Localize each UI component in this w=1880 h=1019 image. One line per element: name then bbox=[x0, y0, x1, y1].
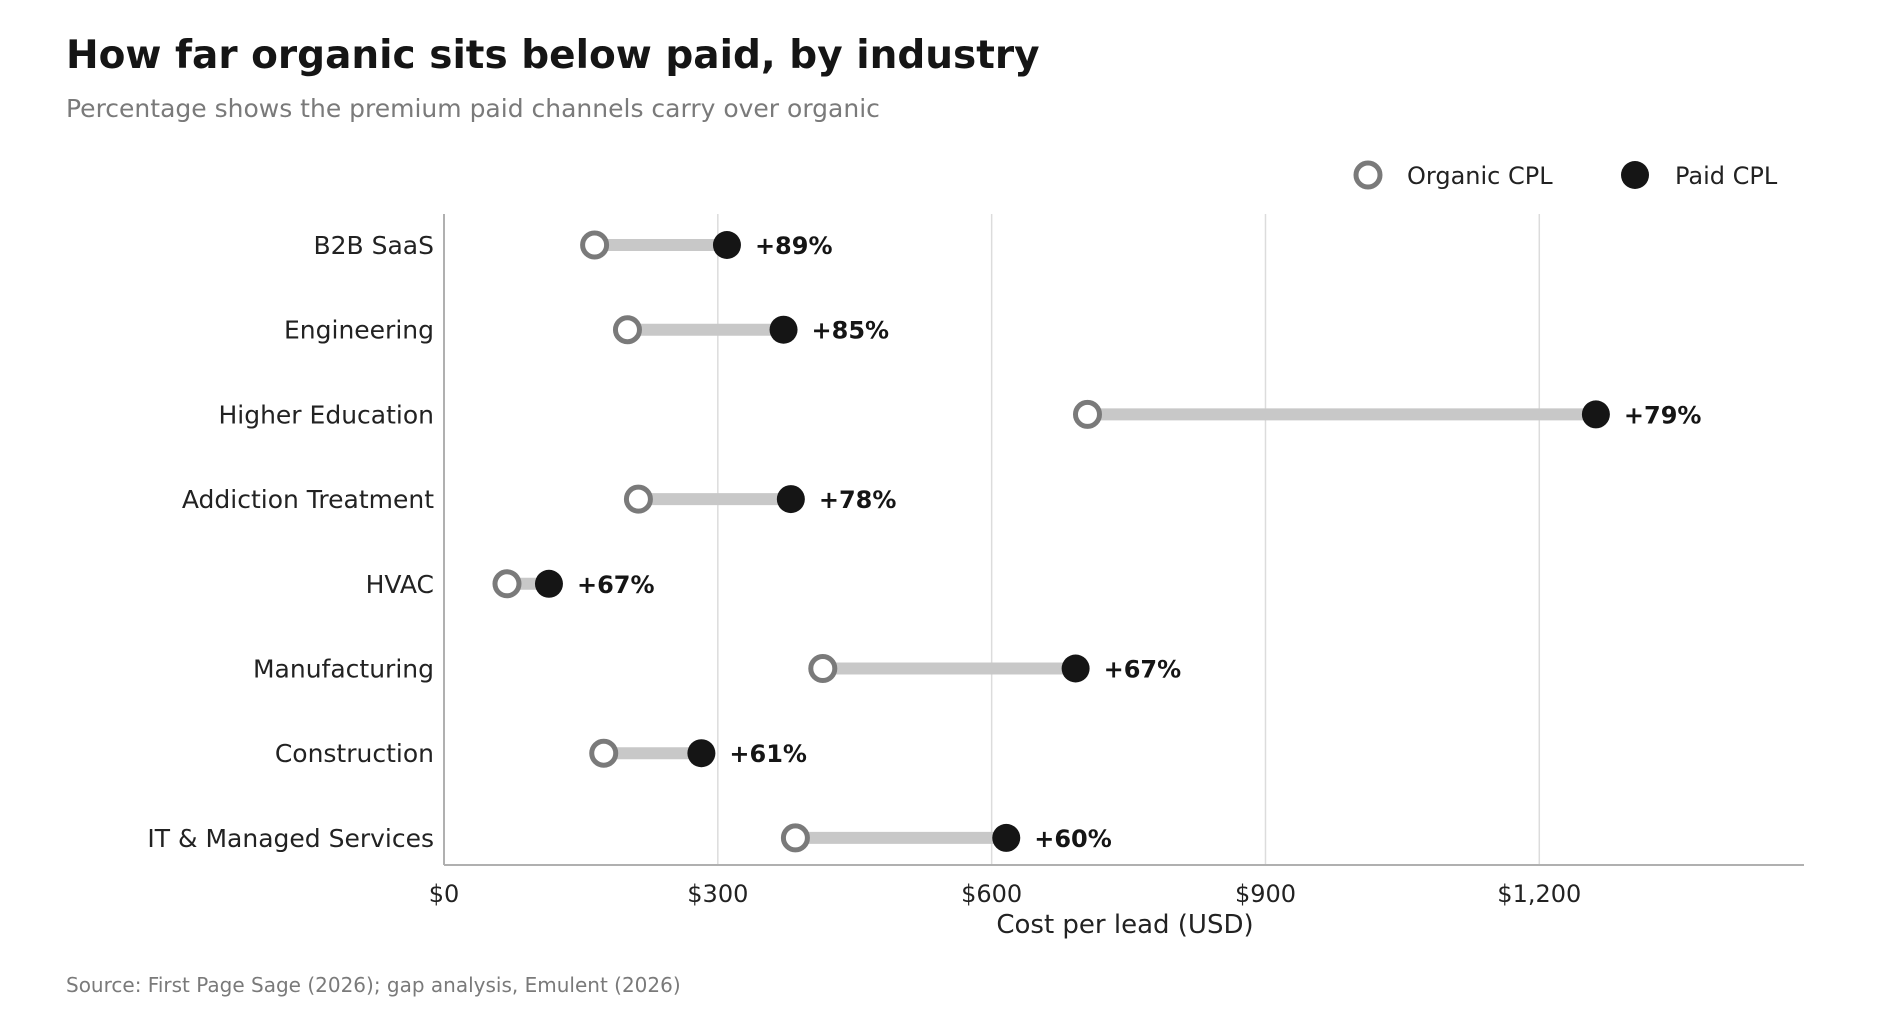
legend-organic-label: Organic CPL bbox=[1407, 162, 1553, 190]
premium-label: +67% bbox=[577, 571, 655, 599]
premium-label: +79% bbox=[1624, 401, 1702, 429]
premium-label: +60% bbox=[1034, 825, 1112, 853]
paid-cpl-point bbox=[776, 485, 805, 514]
x-axis-title: Cost per lead (USD) bbox=[996, 910, 1253, 940]
x-tick-label: $1,200 bbox=[1497, 880, 1581, 908]
paid-cpl-point bbox=[687, 739, 716, 768]
category-label: Engineering bbox=[284, 316, 434, 345]
premium-label: +78% bbox=[819, 486, 897, 514]
paid-cpl-point bbox=[1061, 654, 1090, 683]
legend-paid-label: Paid CPL bbox=[1675, 162, 1778, 190]
x-tick-label: $300 bbox=[687, 880, 748, 908]
source-note: Source: First Page Sage (2026); gap anal… bbox=[66, 973, 681, 997]
industry-row: HVAC +67% bbox=[366, 569, 655, 599]
paid-cpl-point bbox=[1581, 400, 1610, 429]
paid-cpl-point bbox=[712, 231, 741, 259]
legend: Organic CPL Paid CPL bbox=[1353, 160, 1778, 190]
axes bbox=[443, 214, 1804, 866]
industry-row: Engineering +85% bbox=[284, 315, 890, 345]
x-tick-label: $0 bbox=[429, 880, 460, 908]
paid-cpl-point bbox=[534, 569, 563, 598]
premium-label: +61% bbox=[729, 740, 807, 768]
organic-cpl-point bbox=[589, 738, 619, 768]
organic-cpl-point bbox=[612, 315, 642, 345]
legend-organic-marker bbox=[1353, 160, 1383, 190]
industry-row: Manufacturing +67% bbox=[253, 654, 1182, 684]
x-tick-label: $900 bbox=[1235, 880, 1296, 908]
organic-cpl-point bbox=[580, 230, 610, 260]
category-label: Construction bbox=[275, 739, 434, 768]
organic-cpl-point bbox=[623, 484, 653, 514]
industry-row: B2B SaaS +89% bbox=[313, 230, 833, 260]
category-label: Manufacturing bbox=[253, 655, 434, 684]
category-label: IT & Managed Services bbox=[147, 824, 434, 853]
x-tick-label: $600 bbox=[961, 880, 1022, 908]
industry-row: Addiction Treatment +78% bbox=[182, 484, 897, 514]
industry-row: IT & Managed Services +60% bbox=[147, 823, 1112, 853]
organic-cpl-point bbox=[1072, 399, 1102, 429]
industry-row: Higher Education +79% bbox=[218, 399, 1702, 429]
premium-label: +89% bbox=[755, 232, 833, 260]
premium-label: +67% bbox=[1104, 656, 1182, 684]
x-tick-labels: $0 $300 $600 $900 $1,200 bbox=[429, 880, 1582, 908]
paid-cpl-point bbox=[992, 823, 1021, 852]
legend-paid-marker bbox=[1621, 161, 1649, 189]
category-label: B2B SaaS bbox=[313, 231, 434, 260]
organic-cpl-point bbox=[492, 569, 522, 599]
data-rows: B2B SaaS +89% Engineering +85% Higher Educat… bbox=[147, 230, 1702, 853]
category-label: Higher Education bbox=[218, 400, 434, 429]
gridlines bbox=[717, 214, 1541, 865]
industry-row: Construction +61% bbox=[275, 738, 807, 768]
premium-label: +85% bbox=[812, 317, 890, 345]
organic-cpl-point bbox=[808, 654, 838, 683]
category-label: Addiction Treatment bbox=[182, 485, 434, 514]
category-label: HVAC bbox=[366, 570, 434, 599]
chart-title: How far organic sits below paid, by indu… bbox=[66, 33, 1040, 78]
chart-subtitle: Percentage shows the premium paid channe… bbox=[66, 94, 880, 123]
paid-cpl-point bbox=[769, 315, 798, 344]
organic-cpl-point bbox=[780, 823, 810, 853]
